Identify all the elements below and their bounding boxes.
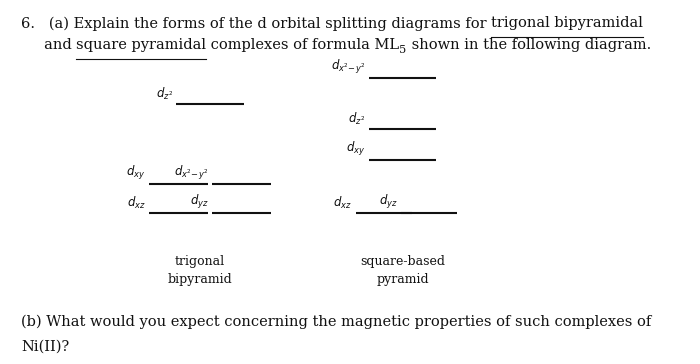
Text: $d_{xy}$: $d_{xy}$ [126, 164, 146, 182]
Text: and: and [21, 38, 76, 52]
Text: Ni(II)?: Ni(II)? [21, 339, 69, 353]
Text: 5: 5 [400, 45, 407, 55]
Text: square-based
pyramid: square-based pyramid [360, 255, 445, 286]
Text: $d_{z^2}$: $d_{z^2}$ [348, 111, 365, 127]
Text: trigonal bipyramidal: trigonal bipyramidal [491, 16, 643, 30]
Text: $d_{yz}$: $d_{yz}$ [379, 193, 398, 211]
Text: square pyramidal: square pyramidal [76, 38, 206, 52]
Text: $d_{xz}$: $d_{xz}$ [127, 195, 146, 211]
Text: (b) What would you expect concerning the magnetic properties of such complexes o: (b) What would you expect concerning the… [21, 315, 651, 329]
Text: $d_{xz}$: $d_{xz}$ [333, 195, 352, 211]
Text: 6.   (a) Explain the forms of the d orbital splitting diagrams for: 6. (a) Explain the forms of the d orbita… [21, 16, 491, 31]
Text: $d_{x^2\!-\!y^2}$: $d_{x^2\!-\!y^2}$ [331, 59, 365, 76]
Text: $d_{yz}$: $d_{yz}$ [190, 193, 209, 211]
Text: trigonal
bipyramid: trigonal bipyramid [167, 255, 232, 286]
Text: $d_{x^2\!-\!y^2}$: $d_{x^2\!-\!y^2}$ [174, 164, 209, 182]
Text: complexes of formula ML: complexes of formula ML [206, 38, 400, 52]
Text: $d_{xy}$: $d_{xy}$ [346, 141, 365, 158]
Text: $d_{z^2}$: $d_{z^2}$ [155, 86, 173, 102]
Text: shown in the following diagram.: shown in the following diagram. [407, 38, 651, 52]
